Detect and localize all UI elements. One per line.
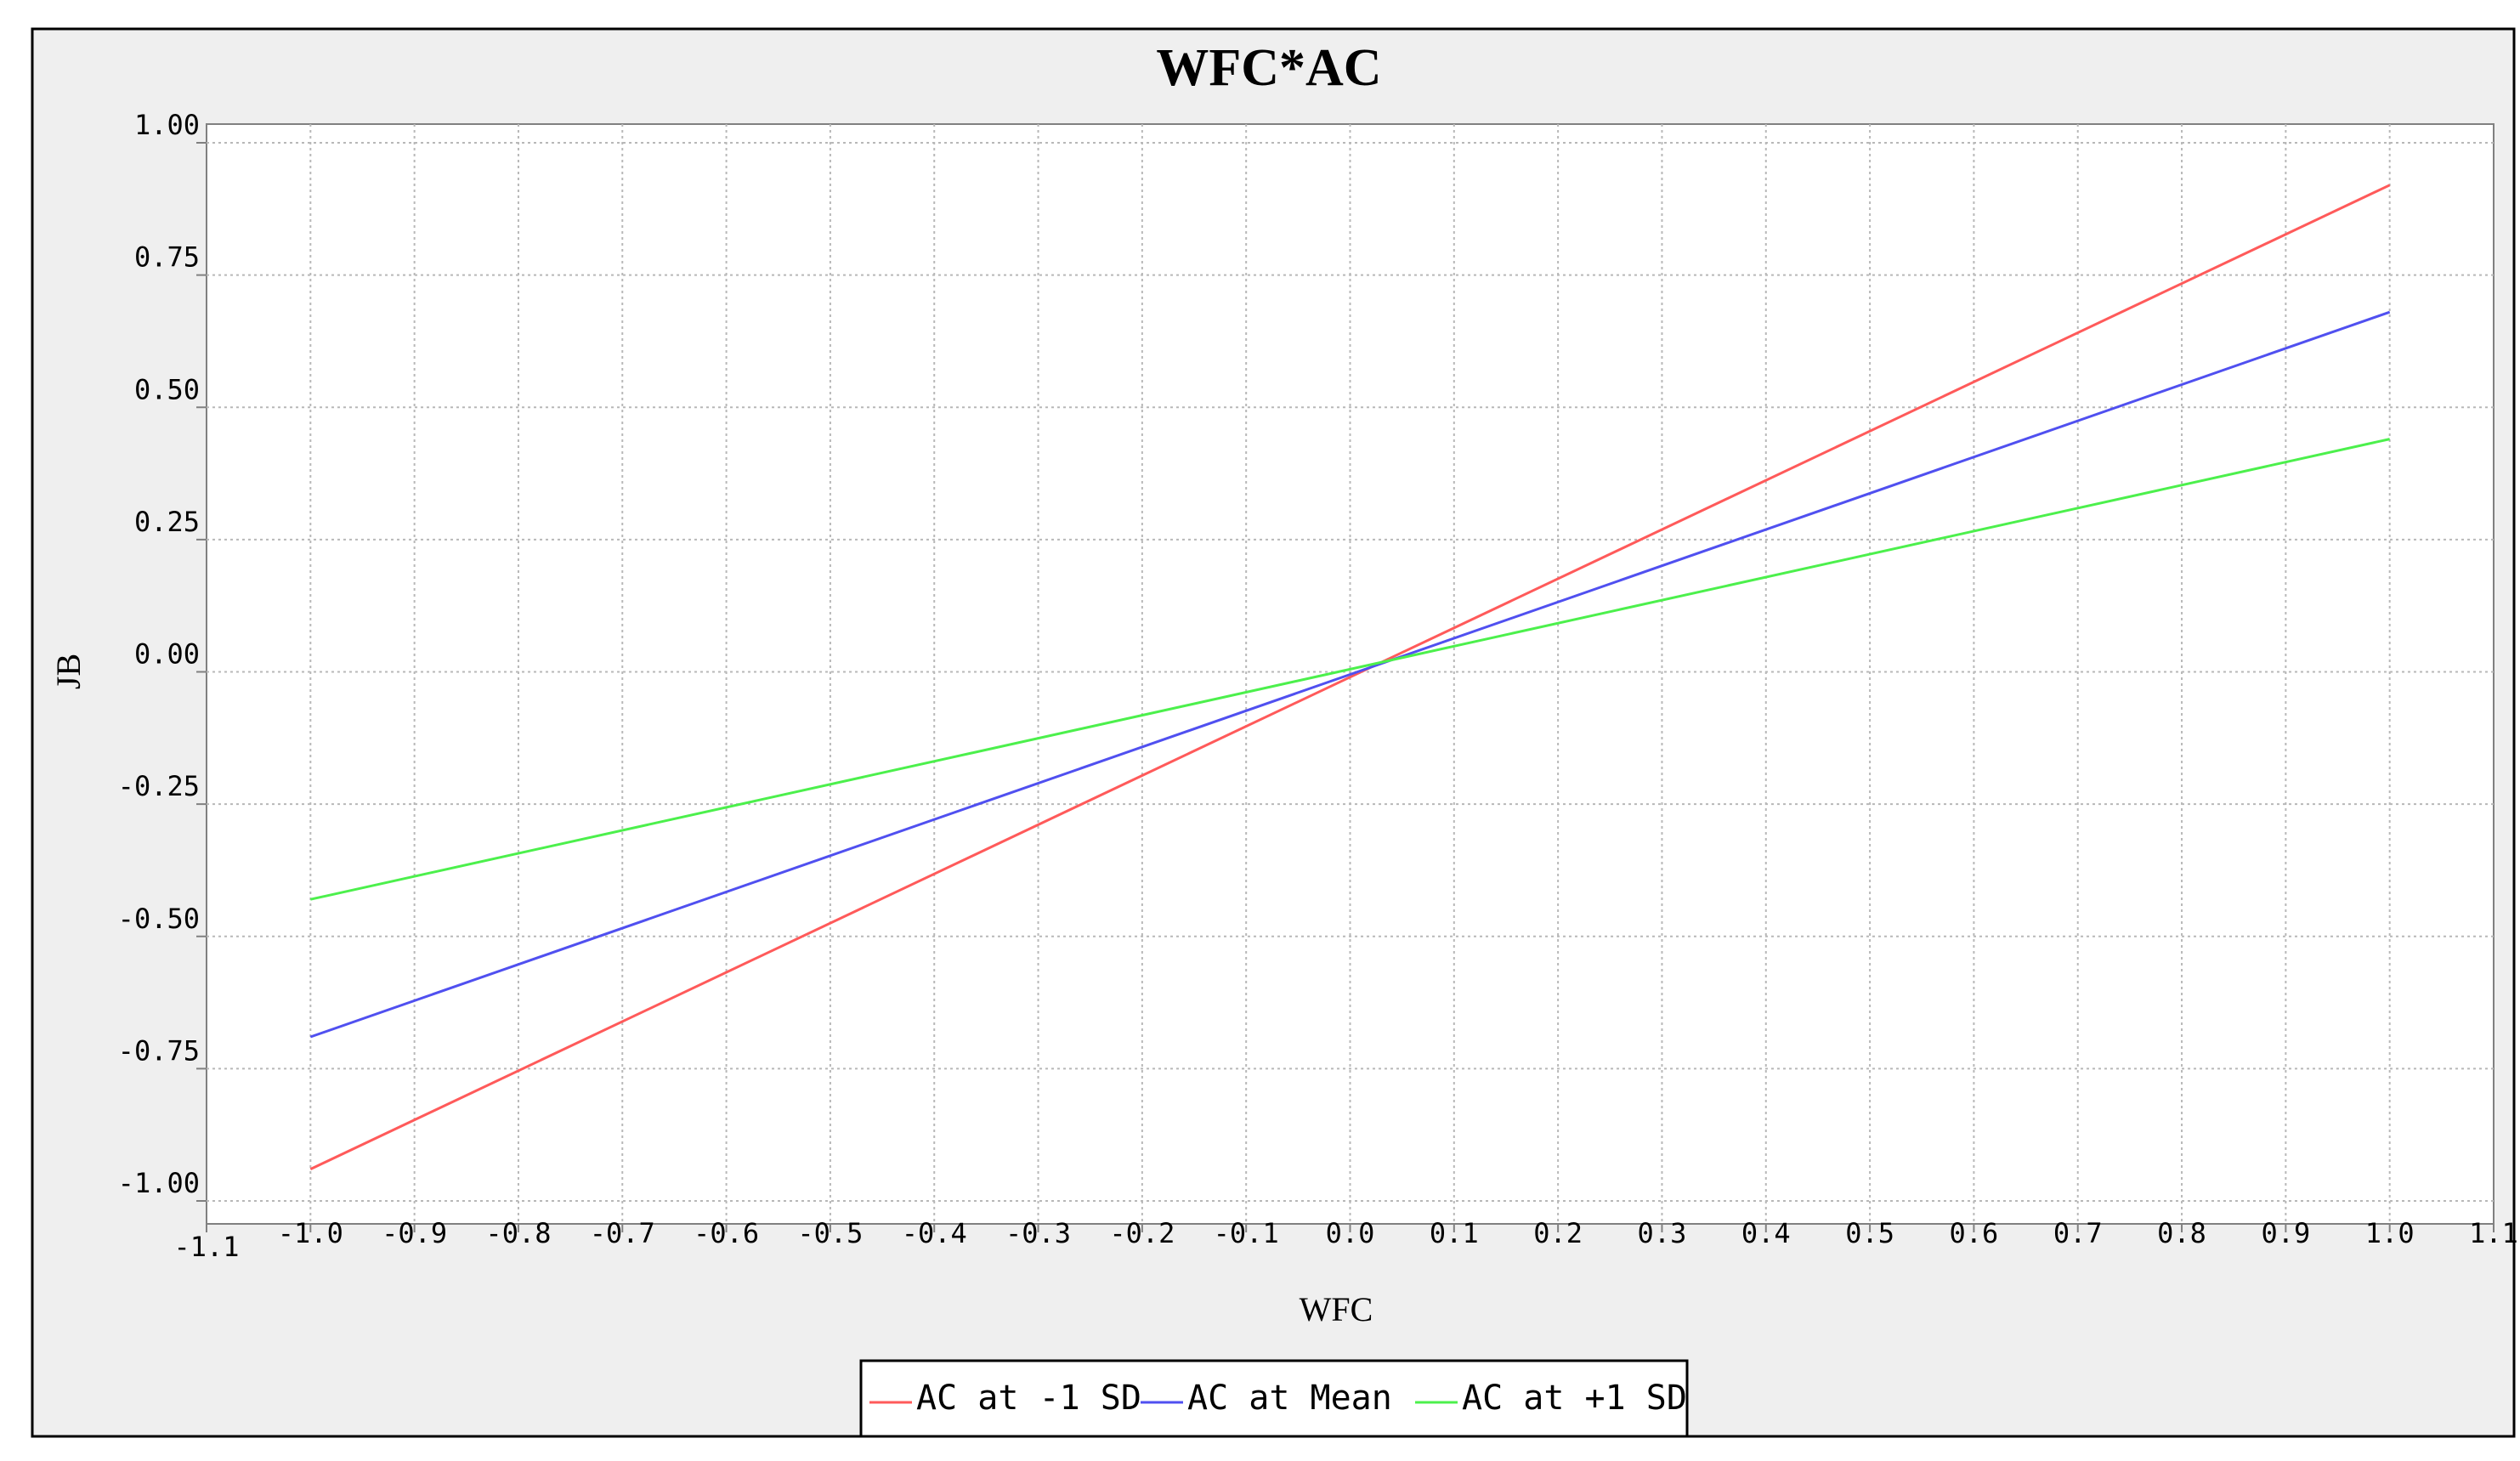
- x-tick-label: 0.9: [2261, 1217, 2310, 1249]
- y-tick-label: 0.50: [134, 373, 200, 405]
- x-tick-label: 0.2: [1533, 1217, 1583, 1249]
- x-tick-label: -1.1: [173, 1231, 239, 1263]
- y-tick-label: -0.75: [118, 1034, 200, 1067]
- legend-label-2: AC at +1 SD: [1462, 1379, 1687, 1418]
- y-tick-label: -0.50: [118, 903, 200, 935]
- x-tick-label: 0.1: [1430, 1217, 1479, 1249]
- y-axis-title: JB: [49, 654, 88, 689]
- x-tick-label: -1.0: [278, 1217, 343, 1249]
- series-line-0: [309, 184, 2391, 1170]
- legend-label-1: AC at Mean: [1187, 1379, 1392, 1418]
- x-tick-label: 0.7: [2053, 1217, 2103, 1249]
- x-tick-label: 0.0: [1326, 1217, 1375, 1249]
- grid: [207, 124, 2494, 1224]
- x-tick-label: -0.9: [382, 1217, 447, 1249]
- x-tick-label: -0.7: [590, 1217, 655, 1249]
- y-tick-label: -1.00: [118, 1167, 200, 1199]
- x-tick-label: -0.5: [797, 1217, 863, 1249]
- legend: AC at -1 SD AC at Mean AC at +1 SD: [859, 1359, 1689, 1438]
- y-tick-label: 0.00: [134, 638, 200, 671]
- series-lines: [309, 184, 2391, 1170]
- x-tick-label: 0.6: [1950, 1217, 1999, 1249]
- legend-label-0: AC at -1 SD: [916, 1379, 1141, 1418]
- y-tick-label: 1.00: [134, 109, 200, 141]
- x-tick-label: -0.4: [902, 1217, 967, 1249]
- x-tick-label: -0.3: [1005, 1217, 1071, 1249]
- y-tick-label: 0.75: [134, 241, 200, 274]
- series-line-1: [309, 310, 2391, 1039]
- x-tick-label: -0.1: [1214, 1217, 1279, 1249]
- x-tick-label: 1.0: [2365, 1217, 2415, 1249]
- legend-box: [859, 1359, 1689, 1438]
- x-axis-title: WFC: [1300, 1290, 1373, 1328]
- x-tick-label: 0.4: [1741, 1217, 1791, 1249]
- x-tick-label: 0.8: [2157, 1217, 2206, 1249]
- x-tick-label: -0.8: [485, 1217, 551, 1249]
- axes: 1.000.750.500.250.00-0.25-0.50-0.75-1.00…: [118, 109, 2518, 1263]
- x-tick-label: 0.5: [1845, 1217, 1894, 1249]
- x-tick-label: 1.1: [2469, 1217, 2518, 1249]
- x-tick-label: 0.3: [1638, 1217, 1687, 1249]
- chart-title: WFC*AC: [1156, 39, 1381, 97]
- x-tick-label: -0.6: [694, 1217, 759, 1249]
- y-tick-label: 0.25: [134, 506, 200, 538]
- y-tick-label: -0.25: [118, 770, 200, 802]
- series-line-2: [309, 438, 2391, 901]
- x-tick-label: -0.2: [1109, 1217, 1175, 1249]
